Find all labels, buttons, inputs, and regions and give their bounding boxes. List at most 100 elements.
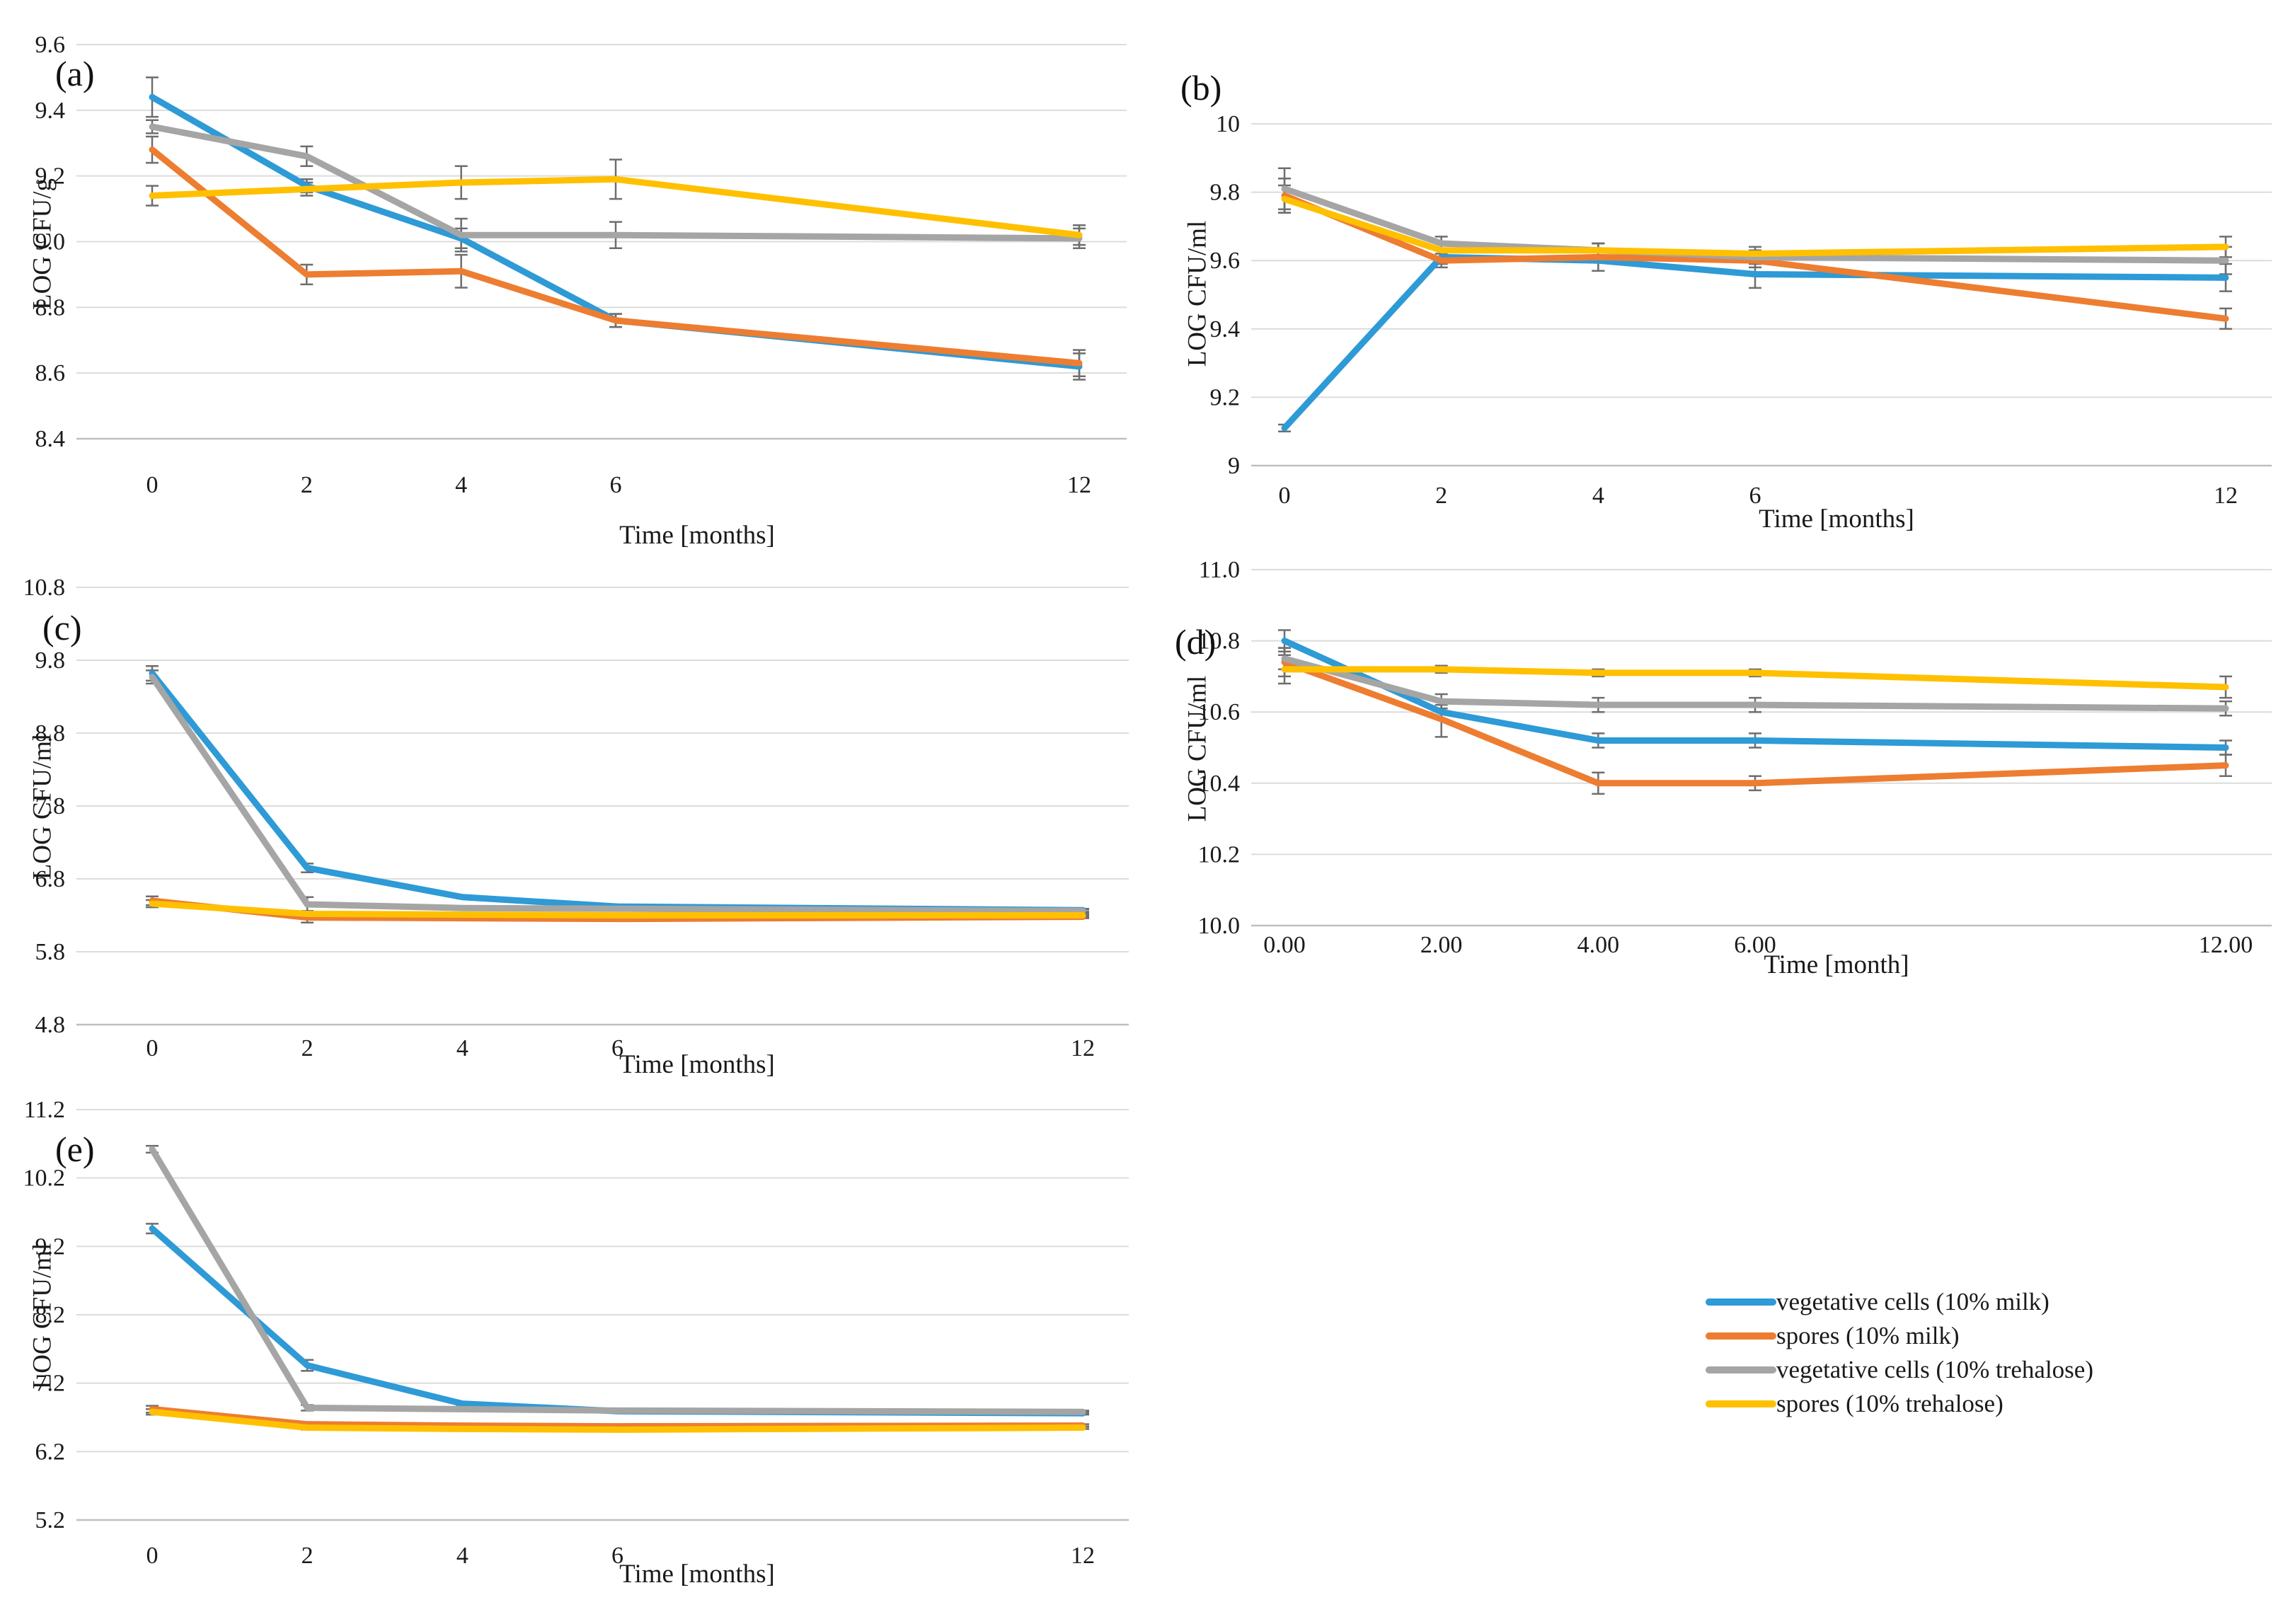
x-tick-label: 2.00 [1420, 932, 1463, 958]
chart-panel-b: 9 9.2 9.4 9.6 9.8 10 0 2 4 6 12 (b) LOG CFU/ml Tim… [1168, 11, 2288, 555]
series-line-yellow [149, 1408, 1086, 1433]
x-tick-label: 4 [455, 472, 467, 498]
chart-panel-d: 10.0 10.2 10.4 10.6 10.8 11.0 0.00 2.00 4.00 6.00… [1168, 559, 2288, 1012]
series-line-gray [1281, 655, 2229, 712]
error-bars [146, 664, 1089, 924]
series-line-yellow [1281, 195, 2229, 258]
chart-a-x-axis-title: Time [months] [619, 521, 775, 550]
panel-label-c: (c) [42, 608, 82, 647]
y-tick-label: 7.2 [35, 1371, 66, 1397]
chart-c-x-axis-title: Time [months] [619, 1050, 775, 1079]
x-tick-label: 0 [1279, 483, 1291, 509]
legend-line-swatch-orange [1706, 1332, 1776, 1340]
y-tick-label: 8.6 [35, 360, 66, 386]
chart-e-plot: 5.2 6.2 7.2 8.2 9.2 10.2 11.2 0 2 4 6 12 [23, 1097, 1129, 1569]
y-tick-label: 9.4 [35, 98, 66, 124]
x-tick-label: 0 [146, 1035, 159, 1061]
x-tick-label: 12 [1071, 1543, 1095, 1569]
x-tick-label: 12 [1067, 472, 1091, 498]
error-bars [146, 1144, 1089, 1432]
x-tick-label: 4.00 [1577, 932, 1620, 958]
gridlines [76, 1109, 1129, 1521]
series-line-blue [149, 670, 1086, 914]
y-tick-label: 6.8 [35, 866, 66, 892]
chart-e-x-axis-title: Time [months] [619, 1560, 775, 1589]
legend-label: vegetative cells (10% milk) [1776, 1288, 2050, 1315]
legend-label: spores (10% trehalose) [1776, 1390, 2004, 1417]
legend-item-vegetative-cells-milk: vegetative cells (10% milk) [1706, 1289, 2093, 1314]
y-tick-label: 10.2 [1198, 841, 1241, 868]
x-tick-label: 4 [456, 1543, 468, 1569]
y-tick-label: 9.0 [35, 229, 66, 255]
y-tick-label: 9.2 [35, 163, 66, 190]
y-tick-label: 11.0 [1199, 559, 1240, 583]
series-line-yellow [149, 175, 1083, 238]
legend-label: vegetative cells (10% trehalose) [1776, 1356, 2093, 1383]
y-tick-label: 8.8 [35, 294, 66, 321]
y-tick-label: 9.6 [1210, 248, 1241, 274]
panel-label-d: (d) [1175, 622, 1217, 662]
x-tick-label: 4 [456, 1035, 468, 1061]
panel-label-e: (e) [55, 1129, 95, 1169]
y-tick-label: 9 [1228, 453, 1240, 479]
x-tick-label: 2 [301, 472, 313, 498]
y-tick-label: 10.8 [23, 575, 66, 601]
y-tick-label: 4.8 [35, 1012, 66, 1038]
x-tick-label: 6.00 [1734, 932, 1776, 958]
y-tick-label: 8.4 [35, 426, 66, 452]
legend-item-spores-milk: spores (10% milk) [1706, 1323, 2093, 1348]
legend-item-vegetative-cells-trehalose: vegetative cells (10% trehalose) [1706, 1357, 2093, 1382]
y-tick-label: 9.2 [1210, 384, 1241, 410]
y-tick-label: 9.8 [1210, 180, 1241, 206]
x-tick-label: 6 [1749, 483, 1761, 509]
series-line-orange [1281, 659, 2229, 787]
x-tick-label: 6 [610, 472, 622, 498]
y-tick-label: 7.8 [35, 793, 66, 819]
legend-line-swatch-yellow [1706, 1400, 1776, 1407]
panel-label-a: (a) [55, 54, 95, 93]
x-tick-label: 12.00 [2199, 932, 2253, 958]
x-tick-label: 2 [301, 1543, 314, 1569]
series-line-orange [1281, 192, 2229, 322]
y-tick-label: 9.6 [35, 32, 66, 58]
chart-d-x-axis-title: Time [month] [1764, 950, 1909, 979]
y-tick-label: 10.8 [1198, 628, 1241, 655]
y-tick-label: 10.0 [1198, 913, 1241, 939]
series-line-gray [149, 674, 1086, 914]
x-tick-label: 4 [1592, 483, 1604, 509]
chart-a-y-axis-title: LOG CFU/g [28, 178, 57, 311]
panel-label-b: (b) [1180, 68, 1222, 108]
legend-label: spores (10% milk) [1776, 1322, 1960, 1349]
legend-item-spores-trehalose: spores (10% trehalose) [1706, 1391, 2093, 1416]
chart-b-plot: 9 9.2 9.4 9.6 9.8 10 0 2 4 6 12 [1210, 111, 2272, 509]
y-tick-label: 5.2 [35, 1507, 66, 1533]
x-tick-label: 2 [1435, 483, 1447, 509]
gridlines [76, 44, 1127, 440]
y-tick-label: 5.8 [35, 939, 66, 965]
x-tick-label: 0 [146, 472, 159, 498]
series-line-orange [149, 146, 1083, 367]
chart-e-y-axis-title: LOG CFU/ml [28, 1243, 57, 1390]
series-line-blue [1281, 253, 2229, 432]
legend-line-swatch-gray [1706, 1366, 1776, 1374]
series-line-gray [149, 1146, 1086, 1415]
x-tick-label: 6 [611, 1035, 623, 1061]
y-tick-label: 10 [1216, 111, 1240, 137]
y-tick-label: 8.8 [35, 720, 66, 747]
series-line-gray [149, 123, 1083, 242]
chart-c-y-axis-title: LOG CFU/ml [28, 733, 57, 880]
x-tick-label: 0.00 [1263, 932, 1306, 958]
legend-line-swatch-blue [1706, 1298, 1776, 1306]
x-tick-label: 12 [2214, 483, 2238, 509]
y-tick-label: 11.2 [24, 1097, 65, 1123]
y-tick-label: 6.2 [35, 1439, 66, 1465]
chart-a-plot: 8.4 8.6 8.8 9.0 9.2 9.4 9.6 0 2 4 6 12 [35, 32, 1127, 498]
chart-panel-e: 5.2 6.2 7.2 8.2 9.2 10.2 11.2 0 2 4 6 12 (e) LOG CF… [21, 1086, 1182, 1620]
chart-c-plot: 4.8 5.8 6.8 7.8 8.8 9.8 10.8 0 2 4 6 12 [23, 575, 1129, 1061]
x-tick-label: 0 [146, 1543, 159, 1569]
series-line-yellow [149, 900, 1086, 918]
chart-legend: vegetative cells (10% milk) spores (10% … [1706, 1289, 2093, 1416]
x-tick-label: 2 [301, 1035, 314, 1061]
chart-d-y-axis-title: LOG CFU/ml [1183, 675, 1212, 822]
